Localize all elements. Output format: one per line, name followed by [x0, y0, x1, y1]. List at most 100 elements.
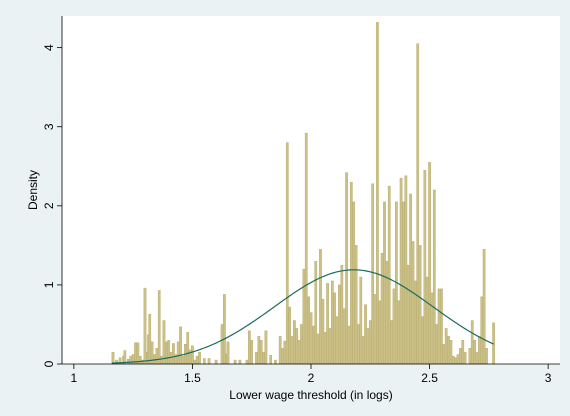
- histogram-bar: [247, 330, 251, 365]
- histogram-bar: [342, 308, 346, 365]
- histogram-bar: [447, 336, 450, 365]
- histogram-bar: [340, 264, 344, 365]
- y-tick-label: 1: [42, 281, 56, 288]
- histogram-bar: [333, 292, 337, 365]
- histogram-bar: [459, 347, 462, 365]
- x-tick-label: 2.5: [421, 371, 438, 385]
- histogram-bar: [202, 358, 206, 365]
- histogram-bar: [323, 332, 327, 365]
- y-tick-label: 3: [42, 123, 56, 130]
- histogram-bar: [475, 351, 479, 365]
- histogram-bar: [338, 284, 341, 365]
- histogram-bar: [191, 345, 194, 365]
- histogram-bar: [309, 312, 313, 365]
- x-axis-ticks: 1 1.5 2 2.5 3: [71, 364, 552, 385]
- histogram-bar: [160, 355, 163, 365]
- y-tick-label: 0: [42, 360, 56, 367]
- histogram-bar: [366, 328, 370, 365]
- histogram-bar: [220, 324, 224, 365]
- histogram-bar: [326, 283, 329, 365]
- histogram-bar: [167, 340, 171, 365]
- histogram-bar: [418, 245, 422, 365]
- histogram-bar: [312, 325, 315, 365]
- x-tick-label: 1: [71, 371, 78, 385]
- histogram-bar: [409, 193, 412, 365]
- histogram-bar: [285, 142, 289, 365]
- histogram-bar: [111, 351, 115, 365]
- histogram-bar: [169, 351, 173, 365]
- histogram-bar: [164, 341, 168, 365]
- histogram-bar: [278, 336, 282, 365]
- x-tick-label: 1.5: [184, 371, 201, 385]
- histogram-bar: [288, 306, 292, 365]
- histogram-bar: [390, 320, 393, 365]
- histogram-bar: [399, 177, 403, 365]
- histogram-bar: [214, 359, 218, 365]
- histogram-bar: [454, 357, 458, 365]
- histogram-bar: [349, 181, 353, 365]
- histogram-bar: [359, 276, 363, 365]
- histogram-bar: [478, 336, 481, 365]
- histogram-bar: [304, 132, 308, 365]
- histogram-bar: [449, 340, 453, 365]
- histogram-bar: [179, 326, 182, 365]
- histogram-bar: [397, 300, 401, 365]
- histogram-bar: [307, 296, 310, 365]
- histogram-bar: [148, 313, 152, 365]
- histogram-bar: [136, 342, 140, 365]
- histogram-bar: [451, 355, 455, 365]
- histogram-bar: [264, 330, 268, 365]
- histogram-bar: [233, 359, 237, 365]
- y-tick-label: 2: [42, 202, 56, 209]
- histogram-bar: [444, 328, 448, 365]
- histogram-bar: [193, 359, 197, 365]
- histogram-bar: [328, 328, 332, 365]
- histogram-bar: [321, 298, 325, 365]
- histogram-bar: [143, 287, 147, 365]
- histogram-bar: [368, 320, 372, 365]
- histogram-bar: [480, 296, 484, 365]
- histogram-bar: [335, 316, 339, 365]
- histogram-bar: [430, 292, 434, 365]
- histogram-bar: [416, 43, 420, 365]
- histogram-bar: [470, 320, 474, 365]
- histogram-bar: [269, 355, 273, 365]
- histogram-bar: [437, 288, 441, 365]
- x-tick-label: 2: [308, 371, 315, 385]
- histogram-bar: [257, 336, 261, 365]
- histogram-bar: [411, 241, 415, 365]
- histogram-bar: [181, 355, 185, 365]
- histogram-bar: [330, 280, 334, 365]
- histogram-bar: [378, 300, 382, 365]
- histogram-bar: [404, 175, 408, 365]
- histogram-bar: [473, 340, 476, 365]
- histogram-bar: [373, 294, 377, 365]
- histogram-bar: [371, 183, 375, 365]
- histogram-bar: [387, 185, 391, 365]
- y-axis-ticks: 0 1 2 3 4: [42, 44, 62, 367]
- x-tick-label: 3: [545, 371, 552, 385]
- histogram-bar: [442, 344, 446, 365]
- histogram-bar: [364, 304, 367, 365]
- histogram-bar: [347, 325, 351, 365]
- histogram-bar: [198, 351, 201, 365]
- histogram-bar: [176, 341, 180, 365]
- histogram-bar: [283, 340, 287, 365]
- histogram-bar: [223, 294, 226, 365]
- histogram-bar: [314, 260, 318, 365]
- histogram-bar: [421, 316, 424, 365]
- histogram-bar: [423, 170, 427, 365]
- histogram-bar: [440, 288, 443, 365]
- histogram-bar: [482, 249, 486, 365]
- histogram-bar: [297, 340, 301, 365]
- histogram-bar: [345, 172, 348, 365]
- histogram-bar: [425, 276, 429, 365]
- histogram-bar: [456, 354, 460, 365]
- histogram-bar: [262, 351, 265, 365]
- histogram-bar: [195, 355, 199, 365]
- histogram-bar: [245, 359, 249, 365]
- histogram-bar: [361, 336, 365, 365]
- histogram-bar: [302, 268, 306, 365]
- histogram-bar: [155, 347, 159, 365]
